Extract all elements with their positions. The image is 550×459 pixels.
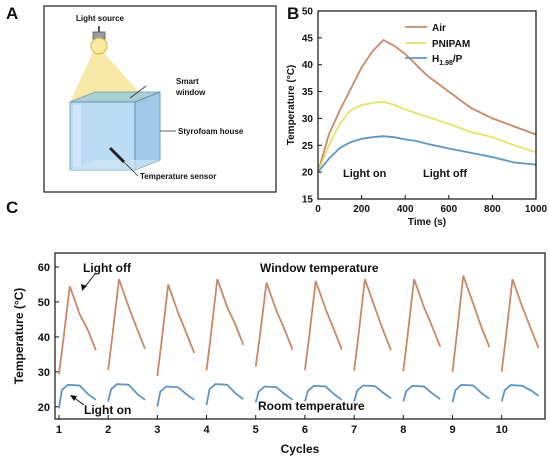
panel-b-x-tick-label: 200 [353,204,370,215]
room-temperature-cycle-4 [205,383,244,406]
panel-c-chart: 1 2 3 4 5 6 7 8 9 10 20 30 40 50 60 Cycles Temperature… [12,252,546,456]
panel-b-y-tick-label: 45 [302,33,314,44]
room-temperature-cycle-3 [156,385,195,407]
house-side-face [134,91,161,171]
panel-b-plot-frame [317,10,537,200]
legend-h198p-label: H1.98/P [432,54,463,67]
panel-b-series-1-line [317,100,537,173]
window-temperature-cycle-5 [254,282,294,367]
panel-c-y-tick-label: 40 [38,332,50,344]
panel-b-y-tick-label: 15 [302,195,314,206]
legend-h198p-suffix: /P [453,54,463,65]
panel-b-legend: Air PNIPAM H1.98/P [405,23,470,67]
smart-window-label-2: window [175,88,206,97]
window-temperature-label: Window temperature [260,261,379,275]
panel-b-y-tick-label: 20 [302,168,314,179]
room-temperature-cycle-5 [254,385,294,403]
panel-b-x-tick-label: 0 [315,204,321,215]
panel-b-x-axis-label: Time (s) [408,217,446,228]
panel-b-y-axis-label: Temperature (°C) [286,65,297,146]
panel-c-ticks: 1 2 3 4 5 6 7 8 9 10 20 30 40 50 60 [38,262,508,436]
panel-b-x-tick-label: 1000 [525,204,548,215]
panel-c-y-tick-label: 20 [38,402,50,414]
light-beam [70,52,148,102]
room-temperature-cycle-1 [58,383,97,409]
panel-c-y-axis-label: Temperature (°C) [12,288,26,385]
panel-c-x-tick-label: 9 [449,424,455,436]
room-temperature-cycle-8 [402,384,441,402]
panel-c-x-tick-label: 6 [302,424,308,436]
panel-b-x-tick-label: 600 [440,204,457,215]
window-temperature-cycle-4 [205,278,245,371]
panel-c-lines [58,275,540,409]
panel-c-x-tick-label: 1 [56,424,62,436]
panel-b-ticks: 0 200 400 600 800 1000 15 20 25 30 35 40 45 50 [302,7,548,216]
panel-b-chart: 0 200 400 600 800 1000 15 20 25 30 35 40 45 50 Time (… [286,7,548,229]
panel-b-letter: B [287,4,299,23]
panel-b-y-tick-label: 40 [302,60,314,71]
smart-window-label-1: Smart [176,77,199,86]
panel-b-y-tick-label: 30 [302,114,314,125]
legend-air-label: Air [432,23,446,34]
room-temperature-cycle-6 [304,384,343,402]
house-label: Styrofoam house [178,127,244,136]
panel-a-frame [43,5,277,193]
panel-c-x-tick-label: 3 [154,424,160,436]
panel-b-y-tick-label: 50 [302,7,314,18]
panel-b-series-0-line [317,38,537,173]
window-temperature-cycle-1 [58,285,97,375]
panel-c-light-off-arrowhead [81,284,87,291]
temperature-sensor-icon [108,146,126,164]
panel-c-plot-frame [54,252,546,420]
window-temperature-cycle-3 [156,284,196,377]
legend-h198p-subscript: 1.98 [439,60,453,67]
panel-c-x-axis-label: Cycles [281,442,320,456]
panel-b-x-tick-label: 800 [484,204,501,215]
panel-c-y-tick-label: 60 [38,262,50,274]
panel-c-x-tick-label: 5 [253,424,259,436]
panel-c-x-tick-label: 2 [105,424,111,436]
window-temperature-cycle-10 [500,278,540,372]
legend-pnipam-label: PNIPAM [432,39,470,50]
legend-h198p-prefix: H [432,54,439,65]
panel-c-x-tick-label: 7 [351,424,357,436]
panel-b-x-tick-label: 400 [397,204,414,215]
panel-c-light-on-arrowhead [70,395,77,401]
panel-c-light-off-annotation: Light off [83,261,132,275]
panel-b-light-off-annotation: Light off [423,168,467,180]
panel-b-y-tick-label: 25 [302,141,314,152]
panel-b-series-2-line [317,135,537,173]
window-temperature-cycle-7 [353,278,392,371]
panel-c-x-tick-label: 4 [203,424,210,436]
panel-c-y-tick-label: 50 [38,297,50,309]
room-temperature-cycle-9 [451,383,490,403]
panel-a-illustration: Light source Smart window Styrofoam hous… [43,5,277,193]
room-temperature-cycle-10 [500,384,540,402]
light-source-label: Light source [76,14,125,23]
panel-b-light-on-annotation: Light on [343,168,387,180]
window-temperature-cycle-2 [107,278,146,371]
window-temperature-cycle-9 [451,275,491,372]
panel-c-x-tick-label: 10 [496,424,508,436]
leader-window [129,85,147,99]
panel-a-letter: A [6,4,18,23]
light-bulb-icon [90,37,108,55]
house-floor [70,160,160,170]
house-wall-inner [73,105,81,167]
panel-c-light-on-annotation: Light on [84,403,131,417]
room-temperature-cycle-2 [107,383,146,402]
leader-sensor [123,161,139,177]
window-temperature-cycle-8 [402,278,442,372]
window-temperature-cycle-6 [304,280,343,371]
room-temperature-label: Room temperature [258,399,365,413]
room-temperature-cycle-7 [353,384,392,402]
panel-c-letter: C [6,198,18,217]
panel-c-y-tick-label: 30 [38,367,50,379]
sensor-label: Temperature sensor [140,172,216,181]
panel-c-x-tick-label: 8 [400,424,406,436]
panel-b-lines [317,38,537,173]
panel-b-y-tick-label: 35 [302,87,314,98]
